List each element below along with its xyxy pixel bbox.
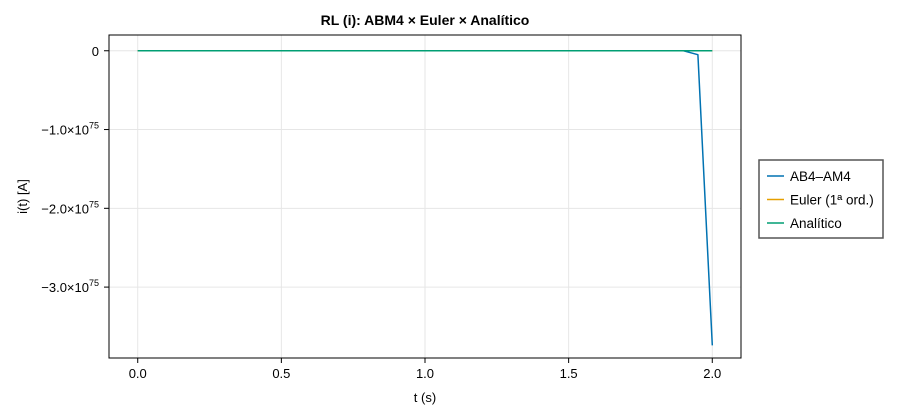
- y-axis-label: i(t) [A]: [15, 179, 30, 214]
- x-tick-label: 0.0: [129, 366, 147, 381]
- y-tick-label: 0: [92, 44, 99, 59]
- y-tick-label: −2.0×1075: [41, 199, 99, 216]
- y-tick-mantissa: −2.0×10: [41, 201, 89, 216]
- x-tick-label: 1.0: [416, 366, 434, 381]
- series-layer: [137, 50, 714, 346]
- chart-title: RL (i): ABM4 × Euler × Analítico: [321, 12, 530, 28]
- y-tick-label: −3.0×1075: [41, 278, 99, 295]
- tick-layer: 0.0 0.5 1.0 1.5 2.00−1.0×1075−2.0×1075−3.0×1…: [41, 44, 721, 381]
- y-tick-exponent: 75: [89, 121, 99, 131]
- x-tick-label: 0.5: [272, 366, 290, 381]
- y-tick-mantissa: −3.0×10: [41, 280, 89, 295]
- y-tick-exponent: 75: [89, 199, 99, 209]
- y-tick-exponent: 75: [89, 278, 99, 288]
- legend-label: AB4–AM4: [790, 169, 851, 184]
- y-tick-mantissa: −1.0×10: [41, 123, 89, 138]
- y-tick-mantissa: 0: [92, 44, 99, 59]
- x-tick-label: 2.0: [703, 366, 721, 381]
- legend-label: Analítico: [790, 216, 842, 231]
- legend: AB4–AM4 Euler (1ª ord.) Analítico: [758, 159, 884, 239]
- x-tick-label: 1.5: [560, 366, 578, 381]
- legend-label: Euler (1ª ord.): [790, 193, 874, 208]
- y-tick-label: −1.0×1075: [41, 121, 99, 138]
- x-axis-label: t (s): [414, 390, 436, 405]
- grid-layer: [109, 35, 741, 358]
